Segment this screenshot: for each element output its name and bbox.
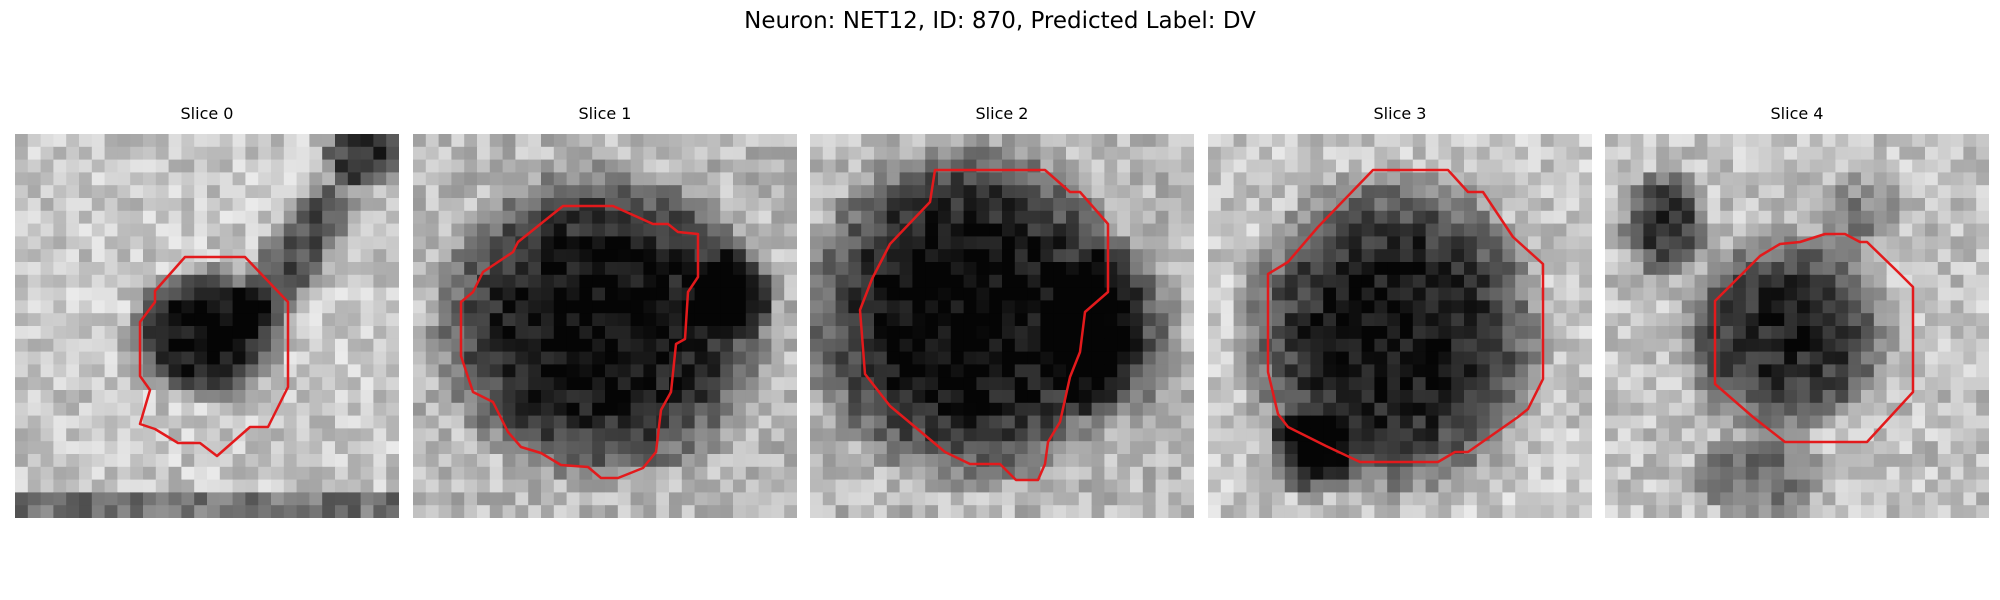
slice-title: Slice 2 [975, 104, 1029, 123]
slice-image-1 [413, 134, 797, 518]
slice-title: Slice 3 [1373, 104, 1427, 123]
neuron-contour-outline [459, 204, 700, 480]
slice-panel-4: Slice 4 [1605, 104, 1989, 518]
slice-panel-2: Slice 2 [810, 104, 1194, 518]
slice-image-2 [810, 134, 1194, 518]
slice-pixel-grid [810, 134, 1194, 518]
slice-panel-3: Slice 3 [1208, 104, 1592, 518]
slice-panel-0: Slice 0 [15, 104, 399, 518]
slice-title: Slice 1 [578, 104, 632, 123]
slice-pixel-grid [15, 134, 399, 518]
slice-title: Slice 0 [180, 104, 234, 123]
neuron-contour-outline [1713, 232, 1915, 444]
figure-title: Neuron: NET12, ID: 870, Predicted Label:… [744, 8, 1256, 34]
slice-panel-1: Slice 1 [413, 104, 797, 518]
slice-image-0 [15, 134, 399, 518]
slice-image-4 [1605, 134, 1989, 518]
slice-pixel-grid [1605, 134, 1989, 518]
slice-title: Slice 4 [1770, 104, 1824, 123]
slice-pixel-grid [1208, 134, 1592, 518]
slice-image-3 [1208, 134, 1592, 518]
neuron-contour-outline [858, 168, 1110, 482]
neuron-contour-outline [1266, 168, 1545, 464]
neuron-contour-outline [138, 255, 290, 458]
slice-pixel-grid [413, 134, 797, 518]
